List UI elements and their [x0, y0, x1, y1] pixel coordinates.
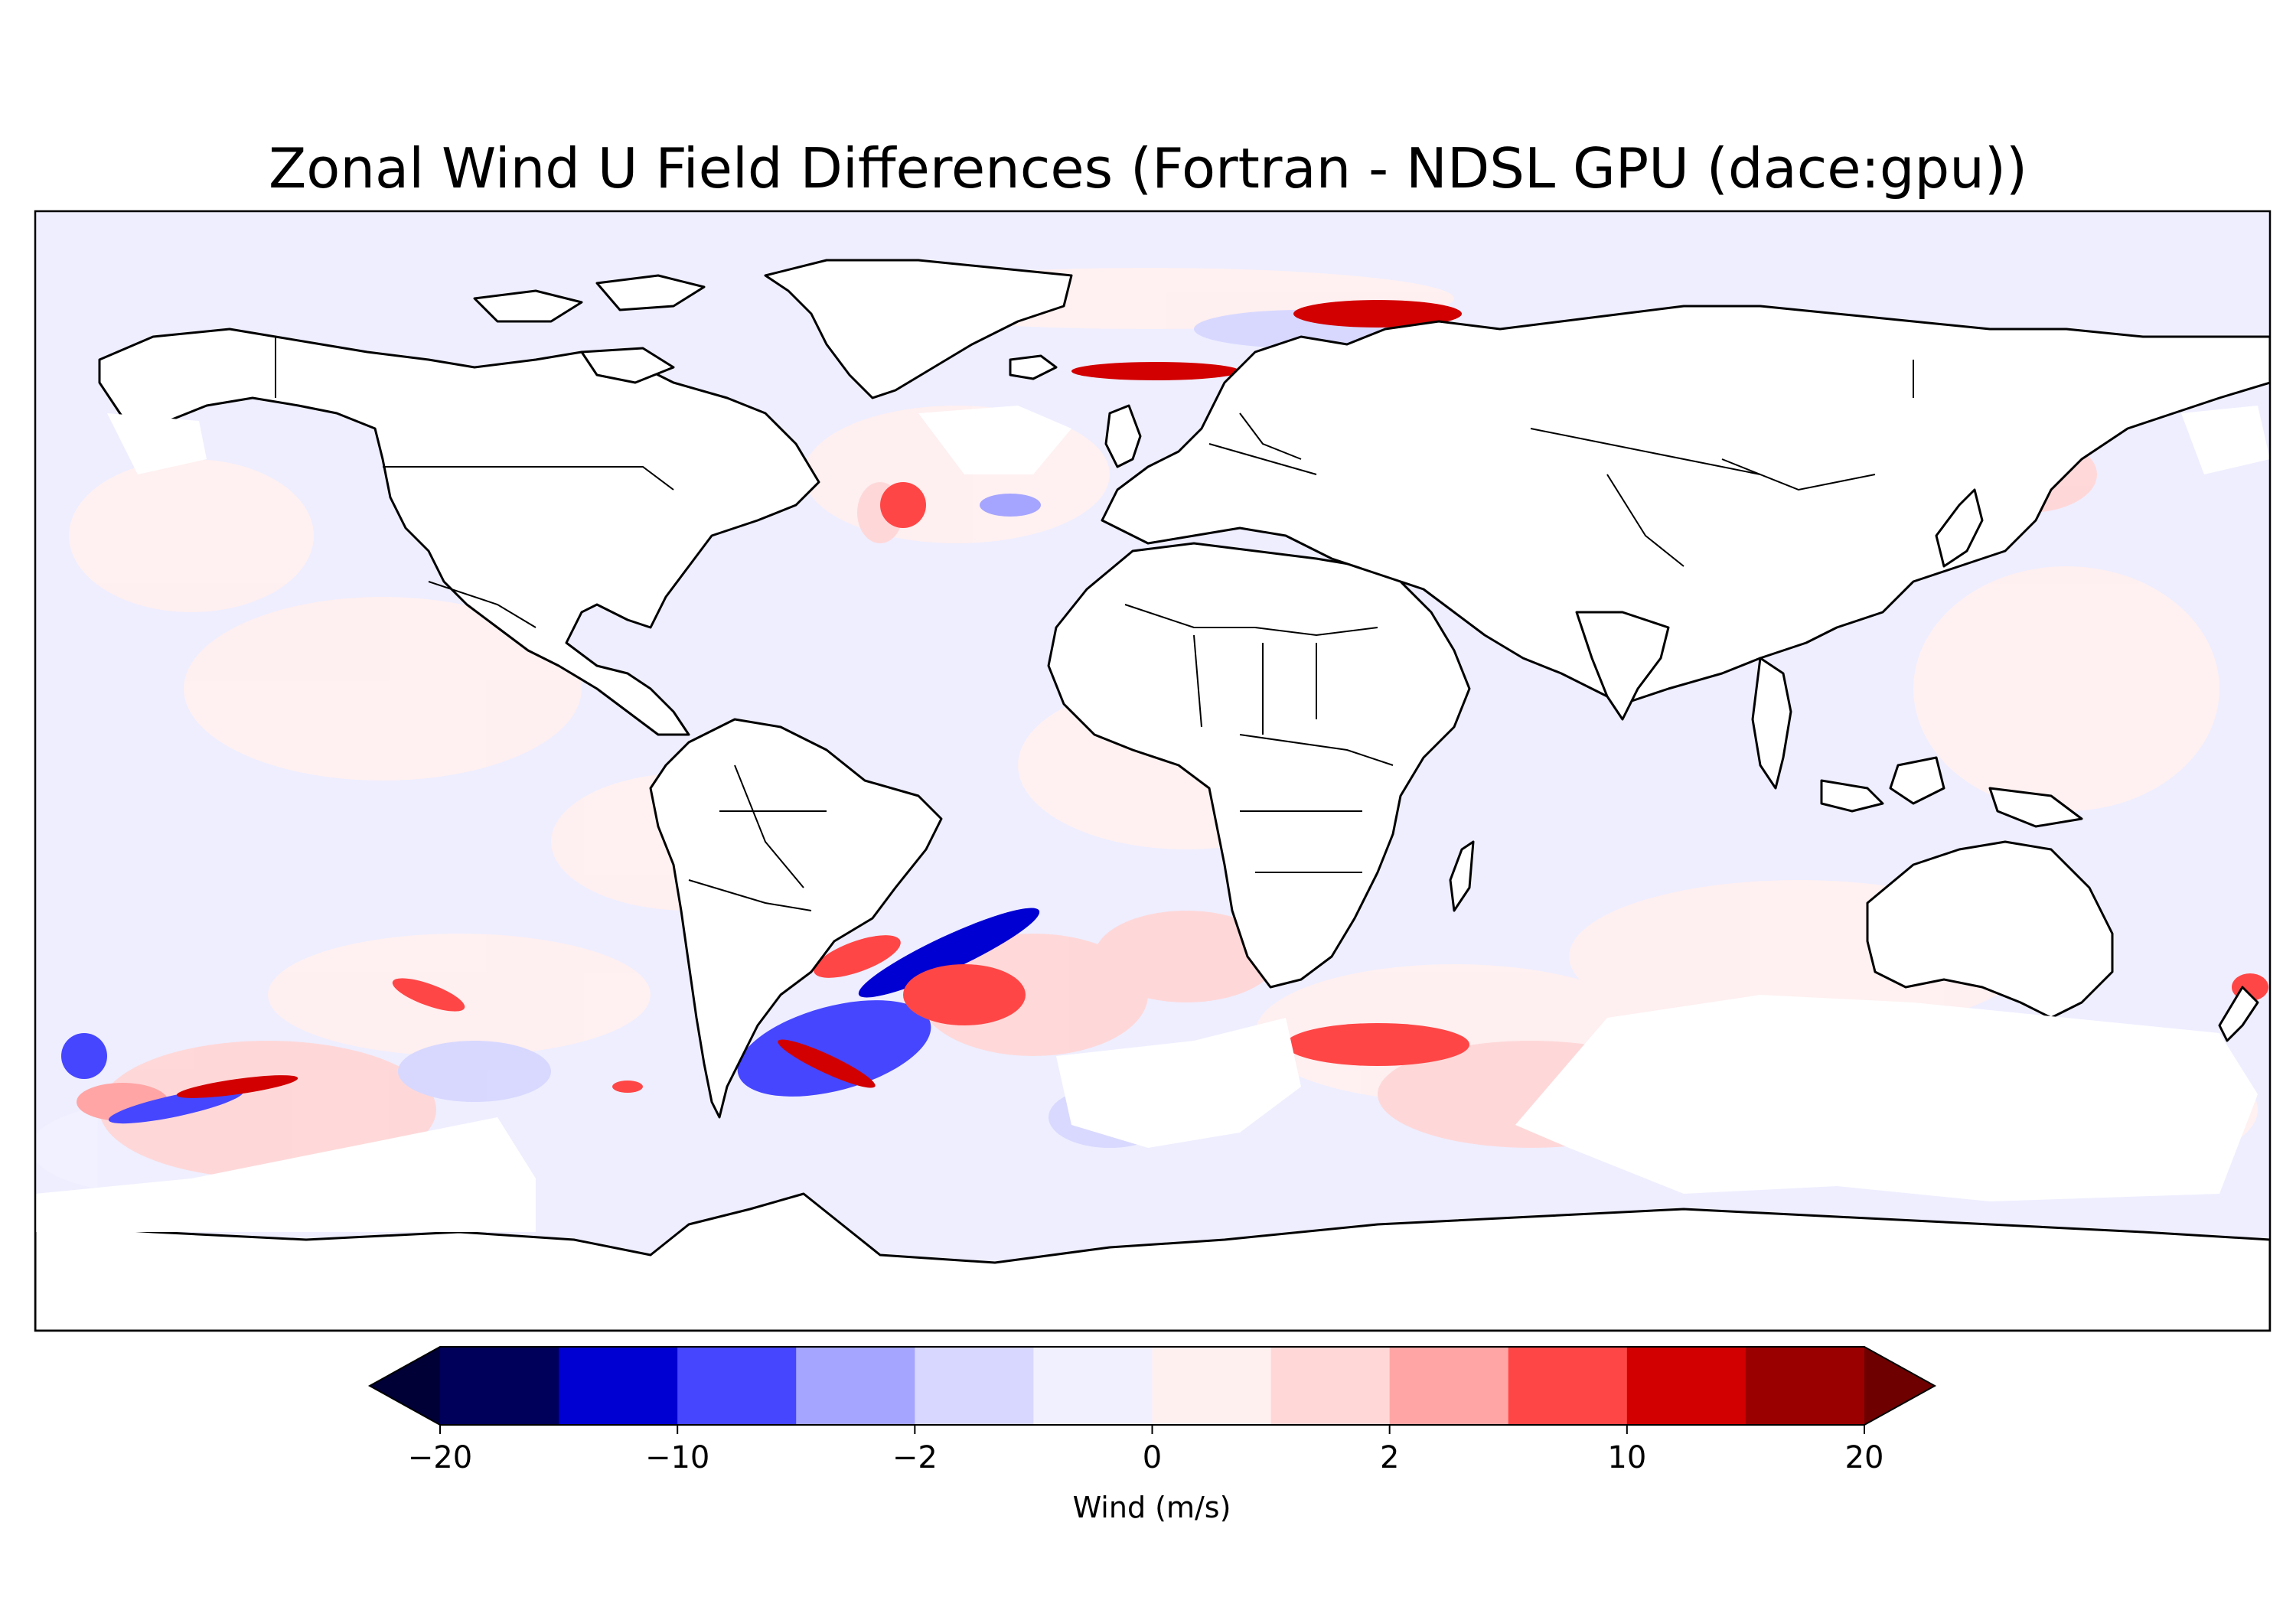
- colorbar-tick-label: 0: [1143, 1440, 1162, 1475]
- colorbar-swatch: [1389, 1347, 1509, 1425]
- colorbar-under-arrow: [370, 1347, 440, 1425]
- colorbar-tick-label: −20: [408, 1440, 472, 1475]
- strong-anomaly-streaks: [61, 300, 2268, 1139]
- australia: [1866, 840, 2114, 1019]
- greenland: [764, 259, 1073, 399]
- colorbar-tick-label: 10: [1607, 1440, 1646, 1475]
- colorbar-tick-label: 20: [1845, 1440, 1884, 1475]
- masked-zones: [35, 406, 2270, 1232]
- colorbar-swatch: [915, 1347, 1035, 1425]
- country-borders: [275, 337, 1914, 911]
- colorbar-swatches: [440, 1347, 1865, 1425]
- colorbar-tick-label: −10: [645, 1440, 709, 1475]
- colorbar-swatch: [1270, 1347, 1391, 1425]
- eurasia: [1101, 305, 2270, 706]
- colorbar-tick-label: 2: [1380, 1440, 1399, 1475]
- colorbar-swatch: [677, 1347, 797, 1425]
- south-america: [649, 718, 943, 1119]
- colorbar-swatch: [1033, 1347, 1153, 1425]
- antarctica: [35, 1192, 2270, 1331]
- colorbar-swatch: [796, 1347, 915, 1425]
- colorbar-swatch: [1626, 1347, 1746, 1425]
- colorbar-swatch: [1152, 1347, 1272, 1425]
- land-masses: [35, 259, 2270, 1331]
- colorbar-swatch: [440, 1347, 559, 1425]
- colorbar-swatch: [559, 1347, 678, 1425]
- colorbar-over-arrow: [1864, 1347, 1935, 1425]
- colorbar-label: Wind (m/s): [1073, 1491, 1231, 1524]
- colorbar-ticks: −20 −10 −2 0 2 10 20: [408, 1425, 1884, 1475]
- map-title: Zonal Wind U Field Differences (Fortran …: [268, 136, 2028, 200]
- colorbar-swatch: [1745, 1347, 1865, 1425]
- colorbar-tick-label: −2: [892, 1440, 938, 1475]
- africa: [1047, 542, 1471, 989]
- north-america: [98, 328, 820, 736]
- map-frame: [34, 210, 2272, 1332]
- colorbar-swatch: [1508, 1347, 1628, 1425]
